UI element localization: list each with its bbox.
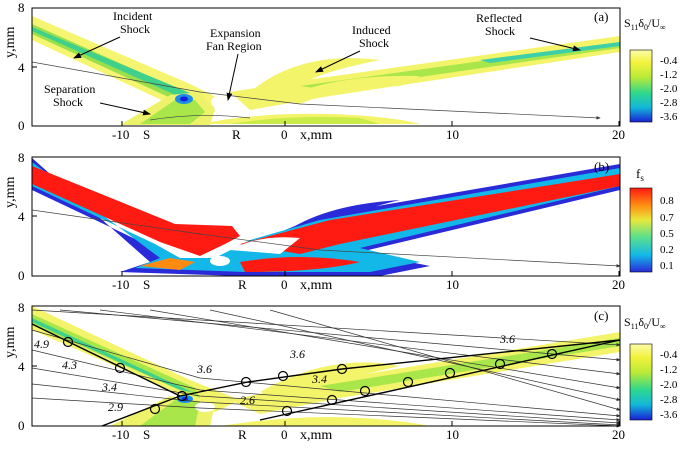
line-label: 2.6 (240, 393, 255, 407)
panel-c-cb-tick-4: -2.8 (660, 394, 678, 406)
panel-a-point-s: S (143, 127, 150, 142)
panel-b-contour (31, 158, 621, 276)
line-label: 3.6 (289, 347, 305, 361)
line-label: 4.3 (62, 358, 77, 372)
panel-c-shock-traces (31, 323, 621, 427)
annotation-expansion-fan-line1: Expansion (210, 26, 261, 40)
panel-c-axes (32, 305, 620, 427)
panel-b-colorbar: fs 0.8 0.7 0.5 0.2 0.1 (629, 166, 674, 273)
panel-c-ytick-8: 8 (18, 300, 25, 315)
line-label: 2.9 (108, 400, 123, 414)
panel-b-tag: (b) (594, 159, 609, 174)
line-label: 4.9 (34, 337, 49, 351)
panel-b-colorbar-title: fs (636, 166, 644, 183)
annotation-induced-shock-line1: Induced (352, 23, 391, 37)
annotation-reflected-shock-line2: Shock (485, 24, 515, 38)
panel-a-tag: (a) (594, 9, 608, 24)
panel-b-cb-tick-5: 0.1 (660, 260, 674, 272)
panel-c-tag: (c) (594, 308, 608, 323)
annotation-reflected-shock-line1: Reflected (476, 11, 522, 25)
panel-a-xtick-20: 20 (612, 127, 625, 142)
panel-b-cb-tick-4: 0.2 (660, 244, 674, 256)
panel-b-cb-tick-3: 0.5 (660, 228, 674, 240)
panel-c-xtick-0: 0 (281, 427, 288, 442)
panel-b-xtick-0: 0 (281, 277, 288, 292)
line-label: 3.4 (311, 372, 327, 386)
panel-c-contour (32, 306, 620, 426)
panel-c-colorbar: S11δ0/U∞ -0.4 -1.2 -2.0 -2.8 -3.6 (624, 315, 678, 421)
panel-a-contour (31, 16, 620, 125)
panel-c-cb-tick-3: -2.0 (660, 379, 678, 391)
panel-b-ylabel: y,mm (3, 177, 18, 208)
panel-c-xlabel: x,mm (300, 428, 332, 443)
panel-b-cb-tick-2: 0.7 (660, 212, 674, 224)
panel-b-ytick-0: 0 (18, 268, 25, 283)
panel-c-ylabel: y,mm (3, 327, 18, 358)
panel-b-ytick-4: 4 (18, 209, 25, 224)
panel-b-point-s: S (143, 277, 150, 292)
panel-a: 8 4 0 y,mm -10 0 10 20 x,mm S R (a) Inci… (3, 0, 678, 143)
panel-a-colorbar-title: S11δ0/U∞ (624, 16, 666, 32)
panel-a-colorbar: S11δ0/U∞ -0.4 -1.2 -2.0 -2.8 -3.6 (624, 16, 678, 123)
panel-a-annotations: Incident Shock Expansion Fan Region Indu… (44, 9, 581, 116)
panel-a-ylabel: y,mm (3, 27, 18, 58)
panel-a-cb-tick-2: -1.2 (660, 69, 677, 81)
panel-b-xtick-20: 20 (612, 277, 625, 292)
panel-b-ytick-8: 8 (18, 150, 25, 165)
panel-b-xtick-m10: -10 (112, 277, 129, 292)
panel-a-xlabel: x,mm (300, 128, 332, 143)
panel-c: 8 4 0 y,mm -10 0 10 20 x,mm S R (c) 4.9 … (3, 300, 678, 443)
line-label: 3.4 (101, 380, 117, 394)
annotation-expansion-fan-line2: Fan Region (206, 39, 262, 53)
panel-a-ytick-4: 4 (18, 60, 25, 75)
panel-c-line-labels: 4.9 4.3 3.4 2.9 3.6 3.6 2.6 3.4 3.6 (34, 332, 515, 414)
panel-a-cb-tick-5: -3.6 (660, 111, 678, 123)
annotation-separation-shock-line2: Shock (53, 95, 83, 109)
panel-c-ytick-4: 4 (18, 359, 25, 374)
panel-b-xlabel: x,mm (300, 278, 332, 293)
annotation-incident-shock-line1: Incident (113, 9, 153, 23)
panel-c-ytick-0: 0 (18, 418, 25, 433)
line-label: 3.6 (499, 332, 515, 346)
panel-c-xtick-m10: -10 (112, 427, 129, 442)
panel-c-streamlines (31, 309, 621, 428)
annotation-incident-shock-line2: Shock (120, 22, 150, 36)
panel-b-point-r: R (238, 277, 247, 292)
panel-a-ytick-8: 8 (18, 0, 25, 15)
panel-a-xtick-10: 10 (446, 127, 459, 142)
panel-c-xtick-20: 20 (612, 427, 625, 442)
panel-a-xtick-0: 0 (281, 127, 288, 142)
panel-c-cb-tick-5: -3.6 (660, 409, 678, 421)
panel-c-colorbar-title: S11δ0/U∞ (624, 315, 666, 331)
panel-b-xtick-10: 10 (446, 277, 459, 292)
panel-a-axes (32, 7, 620, 127)
panel-c-cb-tick-2: -1.2 (660, 364, 677, 376)
panel-b: 8 4 0 y,mm -10 0 10 20 x,mm S R (b) fs 0… (3, 150, 674, 293)
line-label: 3.6 (196, 362, 212, 376)
panel-b-axes (32, 156, 620, 277)
panel-a-point-r: R (232, 127, 241, 142)
panel-b-cb-tick-1: 0.8 (660, 195, 674, 207)
panel-c-cb-tick-1: -0.4 (660, 349, 678, 361)
panel-a-xtick-m10: -10 (112, 127, 129, 142)
panel-c-point-r: R (238, 427, 247, 442)
annotation-separation-shock-line1: Separation (44, 82, 95, 96)
panel-a-cb-tick-3: -2.0 (660, 83, 678, 95)
panel-c-point-s: S (143, 427, 150, 442)
panel-a-cb-tick-1: -0.4 (660, 55, 678, 67)
panel-a-cb-tick-4: -2.8 (660, 97, 678, 109)
panel-a-ytick-0: 0 (18, 118, 25, 133)
annotation-induced-shock-line2: Shock (359, 36, 389, 50)
panel-c-markers (62, 336, 558, 417)
panel-c-xtick-10: 10 (446, 427, 459, 442)
